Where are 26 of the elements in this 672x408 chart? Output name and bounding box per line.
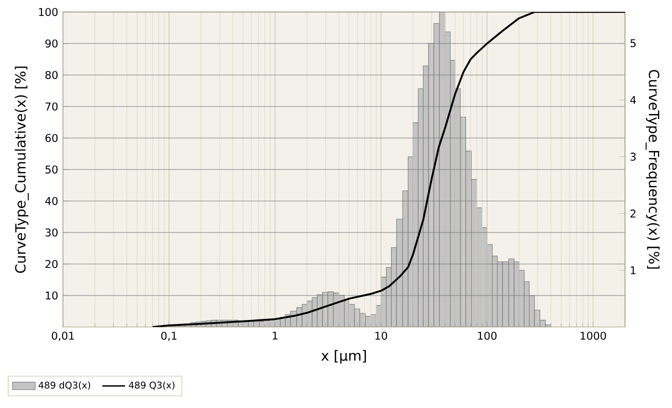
y2-axis-title: CurveType_Frequency(x) [%] xyxy=(646,70,660,269)
y2-tick-label: 5 xyxy=(630,39,636,48)
y-tick-label: 50 xyxy=(46,165,58,174)
y2-tick-label: 4 xyxy=(630,96,636,104)
x-tick-label: 1 xyxy=(272,332,278,340)
y-axis-title: CurveType_Cumulative(x) [%] xyxy=(14,66,29,273)
y-tick-label: 70 xyxy=(46,102,58,111)
y2-tick-label: 3 xyxy=(630,152,636,161)
y-tick-label: 10 xyxy=(46,291,58,300)
x-tick-label: 0,1 xyxy=(161,332,177,341)
y2-tick-label: 1 xyxy=(630,266,636,274)
y-tick-label: 20 xyxy=(45,260,58,268)
y-tick-label: 80 xyxy=(45,70,58,80)
y-tick-label: 60 xyxy=(45,134,58,142)
y-tick-label: 90 xyxy=(45,39,58,48)
y-tick-label: 40 xyxy=(45,196,58,206)
legend-label: 489 dQ3(x) xyxy=(38,381,90,390)
x-axis-title: x [µm] xyxy=(321,350,366,364)
x-tick-label: 100 xyxy=(478,332,497,340)
x-tick-label: 1000 xyxy=(580,332,606,340)
y-tick-label: 30 xyxy=(46,228,58,237)
x-tick-label: 10 xyxy=(375,332,388,340)
legend-label: 489 Q3(x) xyxy=(128,381,174,390)
y2-tick-label: 2 xyxy=(630,210,636,218)
y-tick-label: 100 xyxy=(39,8,58,16)
x-tick-label: 0,01 xyxy=(52,332,74,341)
